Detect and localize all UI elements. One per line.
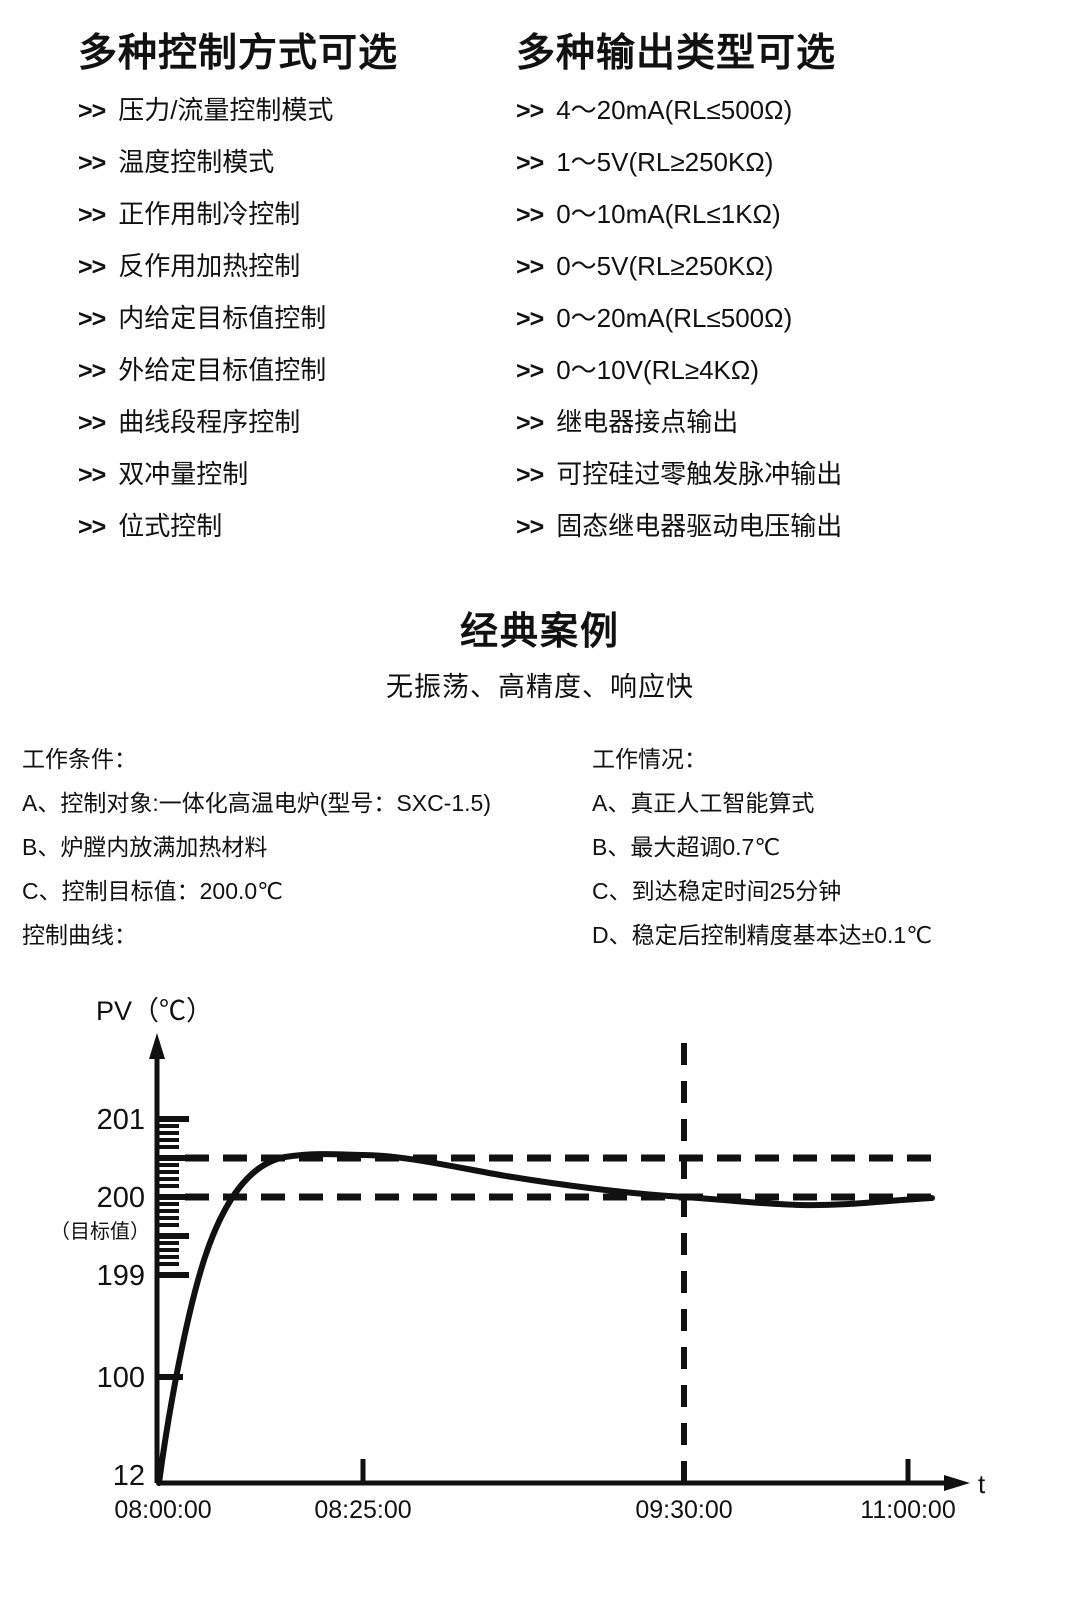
list-item: >> 4～20mA(RL≤500Ω) <box>516 97 1080 149</box>
y-tick-label: 100 <box>97 1362 145 1394</box>
chevron-right-icon: >> <box>78 460 106 489</box>
working-situation-line: A、真正人工智能算式 <box>592 790 815 816</box>
chevron-right-icon: >> <box>78 252 106 281</box>
control-modes-list: >> 压力/流量控制模式 >> 温度控制模式 >> 正作用制冷控制 >> 反作用… <box>78 97 470 565</box>
list-item: >> 反作用加热控制 <box>78 253 470 305</box>
working-conditions-line: B、炉膛内放满加热材料 <box>22 834 268 860</box>
list-item: >> 曲线段程序控制 <box>78 409 470 461</box>
list-item-label: 1～5V(RL≥250KΩ) <box>556 146 774 177</box>
chevron-right-icon: >> <box>78 408 106 437</box>
list-item: >> 继电器接点输出 <box>516 409 1080 461</box>
chevron-right-icon: >> <box>78 356 106 385</box>
chevron-right-icon: >> <box>516 512 544 541</box>
list-item: >> 0～20mA(RL≤500Ω) <box>516 305 1080 357</box>
chevron-right-icon: >> <box>516 304 544 333</box>
x-axis-arrow-icon <box>944 1475 970 1491</box>
feature-columns: 多种控制方式可选 >> 压力/流量控制模式 >> 温度控制模式 >> 正作用制冷… <box>0 0 1080 565</box>
working-situation-heading: 工作情况： <box>592 746 707 772</box>
output-types-list: >> 4～20mA(RL≤500Ω) >> 1～5V(RL≥250KΩ) >> … <box>516 97 1080 565</box>
chart-svg: PV（℃） t <box>50 996 986 1524</box>
chevron-right-icon: >> <box>78 512 106 541</box>
y-axis-title: PV（℃） <box>96 996 213 1026</box>
y-tick-label: 12 <box>113 1460 145 1492</box>
chevron-right-icon: >> <box>78 96 106 125</box>
y-axis-minor-ticks <box>157 1124 179 1266</box>
x-axis-ticks <box>360 1459 911 1483</box>
list-item-label: 固态继电器驱动电压输出 <box>556 510 843 541</box>
control-curve-label: 控制曲线： <box>22 922 137 948</box>
working-conditions-heading: 工作条件： <box>22 746 137 772</box>
chevron-right-icon: >> <box>516 96 544 125</box>
list-item: >> 温度控制模式 <box>78 149 470 201</box>
list-item: >> 内给定目标值控制 <box>78 305 470 357</box>
chevron-right-icon: >> <box>516 408 544 437</box>
x-tick-label: 08:25:00 <box>314 1496 411 1524</box>
x-axis-tick-labels: 08:00:00 08:25:00 09:30:00 11:00:00 <box>114 1496 955 1524</box>
list-item-label: 位式控制 <box>118 510 223 541</box>
y-tick-label: 201 <box>97 1104 145 1136</box>
list-item-label: 0～10V(RL≥4KΩ) <box>556 354 759 385</box>
control-curve-chart: PV（℃） t <box>0 985 1080 1545</box>
working-conditions-line: C、控制目标值：200.0℃ <box>22 878 283 904</box>
list-item: >> 可控硅过零触发脉冲输出 <box>516 461 1080 513</box>
list-item: >> 固态继电器驱动电压输出 <box>516 513 1080 565</box>
working-situation-line: D、稳定后控制精度基本达±0.1℃ <box>592 922 933 948</box>
list-item-label: 反作用加热控制 <box>118 250 301 281</box>
list-item-label: 4～20mA(RL≤500Ω) <box>556 94 793 125</box>
list-item-label: 压力/流量控制模式 <box>118 94 334 125</box>
list-item-label: 外给定目标值控制 <box>118 354 327 385</box>
working-situation-line: B、最大超调0.7℃ <box>592 834 781 860</box>
list-item-label: 0～5V(RL≥250KΩ) <box>556 250 774 281</box>
y-axis-tick-labels: 201 200 （目标值） 199 100 12 <box>50 1104 150 1492</box>
list-item: >> 位式控制 <box>78 513 470 565</box>
working-situation-block: 工作情况： A、真正人工智能算式 B、最大超调0.7℃ C、到达稳定时间25分钟… <box>592 748 932 968</box>
list-item-label: 可控硅过零触发脉冲输出 <box>556 458 843 489</box>
list-item-label: 温度控制模式 <box>118 146 275 177</box>
list-item: >> 正作用制冷控制 <box>78 201 470 253</box>
x-tick-label: 08:00:00 <box>114 1496 211 1524</box>
control-modes-heading: 多种控制方式可选 <box>78 32 399 75</box>
chevron-right-icon: >> <box>516 148 544 177</box>
x-axis-title: t <box>978 1469 986 1499</box>
list-item-label: 0～20mA(RL≤500Ω) <box>556 302 793 333</box>
chevron-right-icon: >> <box>78 200 106 229</box>
control-modes-column: 多种控制方式可选 >> 压力/流量控制模式 >> 温度控制模式 >> 正作用制冷… <box>0 0 470 565</box>
list-item: >> 双冲量控制 <box>78 461 470 513</box>
output-types-column: 多种输出类型可选 >> 4～20mA(RL≤500Ω) >> 1～5V(RL≥2… <box>470 0 1080 565</box>
y-tick-label: 199 <box>97 1260 145 1292</box>
list-item-label: 双冲量控制 <box>118 458 249 489</box>
list-item-label: 内给定目标值控制 <box>118 302 327 333</box>
list-item: >> 0～10mA(RL≤1KΩ) <box>516 201 1080 253</box>
chevron-right-icon: >> <box>78 148 106 177</box>
chevron-right-icon: >> <box>516 200 544 229</box>
case-study-title: 经典案例 <box>459 611 620 653</box>
x-tick-label: 11:00:00 <box>860 1496 955 1524</box>
y-axis-arrow-icon <box>149 1033 165 1059</box>
chevron-right-icon: >> <box>516 460 544 489</box>
working-conditions-block: 工作条件： A、控制对象:一体化高温电炉(型号：SXC-1.5) B、炉膛内放满… <box>22 748 491 968</box>
list-item-label: 0～10mA(RL≤1KΩ) <box>556 198 781 229</box>
chevron-right-icon: >> <box>78 304 106 333</box>
working-situation-line: C、到达稳定时间25分钟 <box>592 878 842 904</box>
list-item: >> 外给定目标值控制 <box>78 357 470 409</box>
working-conditions-line: A、控制对象:一体化高温电炉(型号：SXC-1.5) <box>22 790 491 816</box>
chart-axes: t <box>149 1033 986 1499</box>
list-item: >> 0～10V(RL≥4KΩ) <box>516 357 1080 409</box>
y-target-note: （目标值） <box>50 1220 150 1243</box>
list-item-label: 正作用制冷控制 <box>118 198 301 229</box>
chevron-right-icon: >> <box>516 252 544 281</box>
y-tick-label: 200 <box>97 1182 145 1214</box>
x-tick-label: 09:30:00 <box>635 1496 732 1524</box>
output-types-heading: 多种输出类型可选 <box>516 32 837 75</box>
list-item-label: 继电器接点输出 <box>556 406 739 437</box>
chevron-right-icon: >> <box>516 356 544 385</box>
list-item: >> 压力/流量控制模式 <box>78 97 470 149</box>
case-study-subtitle: 无振荡、高精度、响应快 <box>386 672 694 702</box>
list-item: >> 0～5V(RL≥250KΩ) <box>516 253 1080 305</box>
list-item-label: 曲线段程序控制 <box>118 406 301 437</box>
pv-response-curve <box>156 1151 935 1486</box>
list-item: >> 1～5V(RL≥250KΩ) <box>516 149 1080 201</box>
